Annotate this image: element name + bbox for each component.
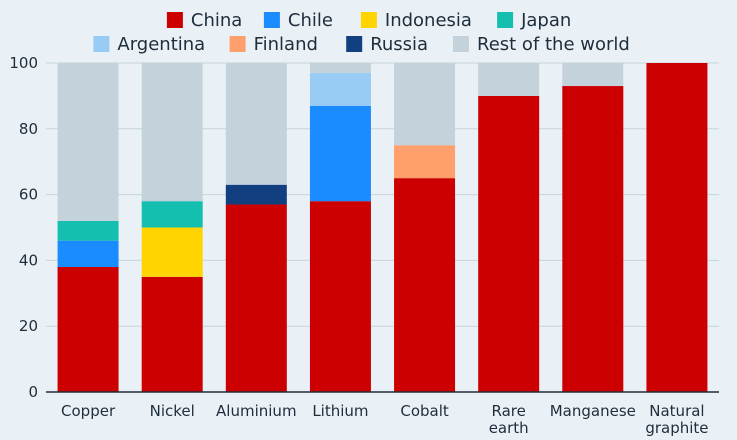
x-tick-label-cobalt: Cobalt [400, 402, 449, 420]
bar-aluminium-russia [225, 184, 287, 205]
legend-item-argentina: Argentina [93, 34, 205, 55]
y-tick-label-80: 80 [19, 120, 38, 138]
bar-lithium-chile [309, 105, 371, 202]
x-tick-label-aluminium: Aluminium [216, 402, 297, 420]
bar-manganese-china [562, 86, 624, 392]
legend-item-finland: Finland [229, 34, 318, 55]
bar-aluminium-china [225, 204, 287, 392]
bar-aluminium-rest-of-the-world [225, 63, 287, 185]
x-tick-label-nickel: Nickel [150, 402, 195, 420]
legend-swatch-russia [346, 36, 363, 52]
bar-rare-earth-china [478, 95, 540, 393]
bar-nickel-china [141, 276, 203, 392]
bar-manganese-rest-of-the-world [562, 63, 624, 87]
axes: 0 20 40 60 80 100 Copper Nickel Aluminium Lithium… [9, 54, 719, 437]
legend-item-rest-of-the-world: Rest of the world [453, 34, 630, 55]
x-tick-label-copper: Copper [61, 402, 116, 420]
legend-label-japan: Japan [520, 10, 571, 31]
legend-swatch-chile [263, 12, 280, 28]
bar-cobalt-rest-of-the-world [394, 63, 456, 146]
y-tick-label-40: 40 [19, 251, 38, 269]
y-tick-label-60: 60 [19, 186, 38, 204]
legend-label-finland: Finland [254, 34, 318, 55]
y-tick-label-20: 20 [19, 317, 38, 335]
legend-item-japan: Japan [497, 10, 571, 31]
legend-swatch-china [166, 12, 183, 28]
x-tick-label-manganese: Manganese [550, 402, 636, 420]
x-tick-label-natural-graphite: Natural graphite [645, 402, 708, 437]
bar-copper-china [57, 266, 119, 392]
bar-nickel-indonesia [141, 227, 203, 277]
bars [57, 63, 708, 393]
legend-swatch-rest-of-the-world [453, 36, 469, 52]
legend-swatch-finland [229, 36, 246, 52]
legend-item-russia: Russia [346, 34, 428, 55]
legend-swatch-japan [497, 12, 514, 28]
bar-nickel-rest-of-the-world [141, 63, 203, 202]
bar-lithium-rest-of-the-world [309, 63, 371, 73]
bar-rare-earth-rest-of-the-world [478, 63, 540, 96]
legend-swatch-indonesia [360, 12, 377, 28]
bar-copper-chile [57, 240, 119, 267]
legend-item-china: China [166, 10, 242, 31]
legend-label-indonesia: Indonesia [385, 10, 472, 31]
bar-natural-graphite-china [646, 63, 708, 392]
bar-lithium-china [309, 201, 371, 392]
legend: China Chile Indonesia Japan Argentina Finland… [93, 10, 630, 55]
legend-swatch-argentina [93, 36, 110, 52]
y-tick-label-0: 0 [28, 383, 38, 401]
bar-copper-japan [57, 220, 119, 241]
legend-label-rest-of-the-world: Rest of the world [477, 34, 630, 55]
legend-item-indonesia: Indonesia [360, 10, 472, 31]
x-tick-label-lithium: Lithium [312, 402, 368, 420]
bar-cobalt-finland [394, 145, 456, 179]
legend-label-russia: Russia [370, 34, 428, 55]
bar-cobalt-china [394, 178, 456, 392]
y-tick-label-100: 100 [9, 54, 38, 72]
legend-label-china: China [191, 10, 242, 31]
legend-item-chile: Chile [263, 10, 333, 31]
legend-label-argentina: Argentina [117, 34, 205, 55]
bar-lithium-argentina [309, 72, 371, 106]
bar-nickel-japan [141, 201, 203, 228]
legend-label-chile: Chile [288, 10, 333, 31]
x-tick-label-rare-earth: Rare earth [489, 402, 529, 437]
bar-copper-rest-of-the-world [57, 63, 119, 221]
